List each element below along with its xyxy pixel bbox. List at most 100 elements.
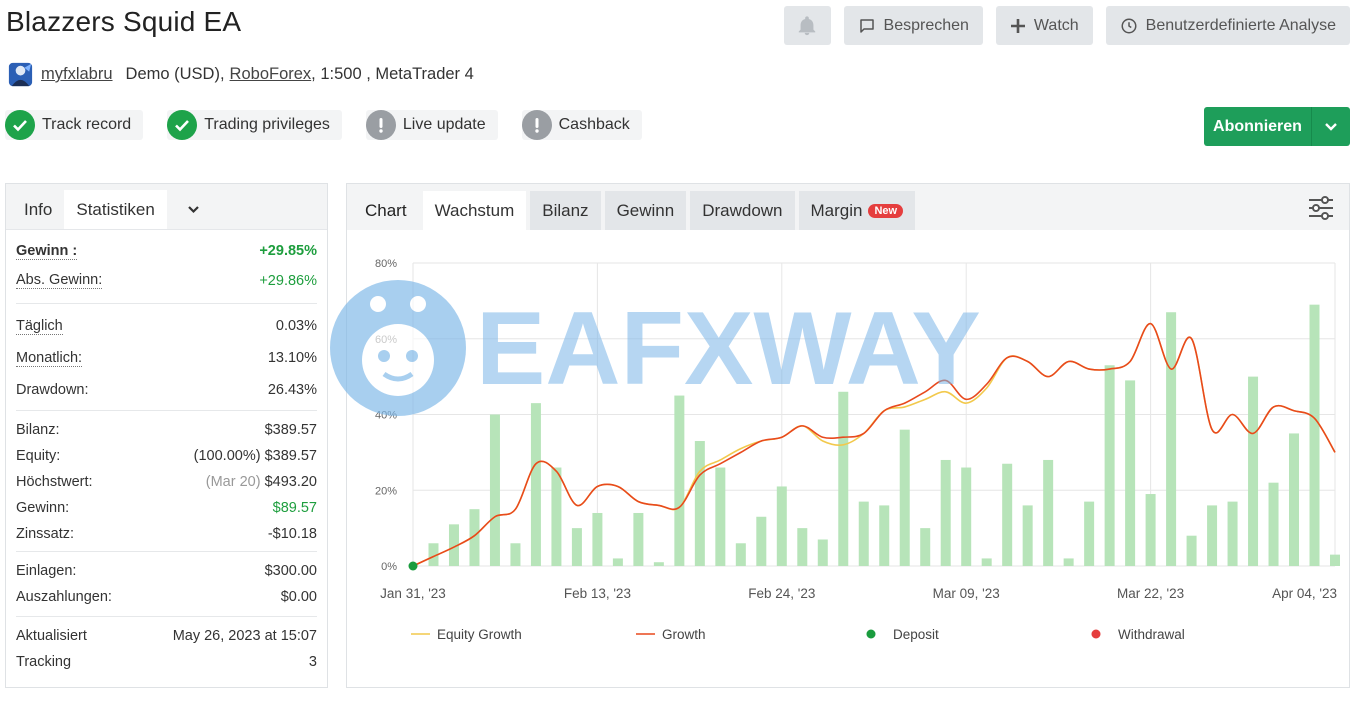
badge-cashback: Cashback [521, 110, 642, 140]
growth-line [412, 322, 1336, 567]
stat-row: Drawdown: 26.43% [16, 374, 317, 406]
chart-bar [1166, 312, 1177, 566]
legend-label: Withdrawal [1118, 627, 1185, 642]
tab-profit[interactable]: Gewinn [604, 191, 687, 230]
stat-row: Höchstwert: (Mar 20) $493.20 [16, 469, 317, 495]
sliders-icon[interactable] [1307, 194, 1335, 222]
tab-statistics[interactable]: Statistiken [64, 190, 167, 229]
check-icon [5, 110, 35, 140]
discuss-label: Besprechen [883, 16, 969, 34]
subscribe-dropdown[interactable] [1312, 107, 1350, 146]
legend-swatch [1091, 629, 1101, 639]
stat-row: Abs. Gewinn: +29.86% [16, 264, 317, 297]
deposits-label: Einlagen: [16, 563, 77, 579]
subscribe-button[interactable]: Abonnieren [1204, 107, 1350, 146]
stats-group-deposits: Einlagen: $300.00 Auszahlungen: $0.00 [16, 552, 317, 617]
chart-bar [469, 509, 480, 566]
broker-link[interactable]: RoboForex [229, 65, 312, 83]
abs-gain-value: +29.86% [259, 272, 317, 289]
notify-button[interactable] [783, 6, 831, 45]
y-tick-label: 0% [381, 561, 397, 573]
stat-row: Einlagen: $300.00 [16, 558, 317, 584]
chart-bar [961, 467, 972, 566]
y-tick-label: 80% [375, 258, 397, 270]
watch-button[interactable]: Watch [995, 6, 1093, 45]
chart-bar [1207, 505, 1218, 566]
gain-label[interactable]: Gewinn : [16, 242, 78, 260]
drawdown-value: 26.43% [267, 382, 317, 398]
chart-panel: Chart Wachstum Bilanz Gewinn Drawdown Ma… [346, 183, 1350, 688]
equity-value: $389.57 [264, 448, 317, 464]
chart-bar [797, 528, 808, 566]
updated-value: May 26, 2023 at 15:07 [172, 628, 317, 644]
tab-info[interactable]: Info [24, 199, 53, 219]
tab-chart: Chart [365, 200, 407, 220]
tab-margin[interactable]: Margin New [798, 191, 916, 230]
chart-bar [1084, 501, 1095, 566]
custom-analysis-label: Benutzerdefinierte Analyse [1145, 16, 1336, 34]
badge-trading-privileges: Trading privileges [167, 110, 342, 140]
badge-label: Track record [42, 116, 132, 133]
chart-bar [1186, 535, 1197, 566]
badge-track-record: Track record [5, 110, 144, 140]
tabs-more[interactable] [167, 190, 221, 229]
custom-analysis-button[interactable]: Benutzerdefinierte Analyse [1105, 6, 1350, 45]
stats-group-meta: Aktualisiert May 26, 2023 at 15:07 Track… [16, 617, 317, 679]
chart-bar [1227, 501, 1238, 566]
subscribe-label[interactable]: Abonnieren [1204, 107, 1312, 146]
chart-bar [1043, 459, 1054, 566]
monthly-label[interactable]: Monatlich: [16, 349, 83, 367]
chart-bar [879, 505, 890, 566]
updated-label: Aktualisiert [16, 628, 87, 644]
x-tick-label: Apr 04, '23 [1272, 586, 1337, 601]
equity-pct: (100.00%) [193, 448, 261, 464]
x-tick-label: Jan 31, '23 [380, 586, 446, 601]
chart-bar [489, 414, 500, 566]
tab-drawdown[interactable]: Drawdown [690, 191, 795, 230]
user-link[interactable]: myfxlabru [41, 65, 113, 83]
tab-balance[interactable]: Bilanz [530, 191, 601, 230]
stat-row: Zinssatz: -$10.18 [16, 521, 317, 547]
stat-row: Täglich 0.03% [16, 310, 317, 342]
chart-bar [1104, 365, 1115, 566]
discuss-button[interactable]: Besprechen [843, 6, 983, 45]
badge-label: Trading privileges [204, 116, 330, 133]
chart-bar [1309, 304, 1320, 566]
tab-growth[interactable]: Wachstum [422, 191, 527, 230]
chart-bar [1002, 463, 1013, 566]
chart-bar [1248, 376, 1259, 566]
stat-row: Auszahlungen: $0.00 [16, 584, 317, 610]
daily-label[interactable]: Täglich [16, 317, 63, 335]
bell-icon [798, 15, 816, 35]
y-tick-label: 20% [375, 485, 397, 497]
stat-row: Bilanz: $389.57 [16, 417, 317, 443]
stat-row: Equity: (100.00%) $389.57 [16, 443, 317, 469]
chart-bar [694, 441, 705, 566]
check-icon [167, 110, 198, 140]
interest-value: -$10.18 [267, 526, 317, 542]
chat-icon [859, 18, 874, 33]
abs-gain-label[interactable]: Abs. Gewinn: [16, 272, 103, 289]
chart-bar [776, 486, 787, 566]
stats-group-rates: Täglich 0.03% Monatlich: 13.10% Drawdown… [16, 304, 317, 411]
legend-label: Equity Growth [437, 627, 522, 642]
x-tick-label: Mar 09, '23 [933, 586, 1000, 601]
stats-group-gain: Gewinn : +29.85% Abs. Gewinn: +29.86% [16, 230, 317, 304]
chart-bar [817, 539, 828, 566]
highest-date: (Mar 20) [205, 474, 261, 490]
equity-label: Equity: [16, 448, 61, 464]
chart-bar [530, 403, 541, 566]
chart-bar [1145, 494, 1156, 566]
stat-row: Tracking 3 [16, 649, 317, 675]
chart-bar [838, 391, 849, 566]
legend-swatch [866, 629, 876, 639]
badge-label: Live update [402, 116, 486, 133]
stat-row: Gewinn : +29.85% [16, 238, 317, 264]
chart-bar [448, 524, 459, 566]
legend-label: Growth [662, 627, 706, 642]
y-tick-label: 60% [375, 334, 397, 346]
stat-row: Monatlich: 13.10% [16, 342, 317, 374]
chart-bar [1289, 433, 1300, 566]
chart-bar [571, 528, 582, 566]
chart-bar [592, 512, 603, 566]
